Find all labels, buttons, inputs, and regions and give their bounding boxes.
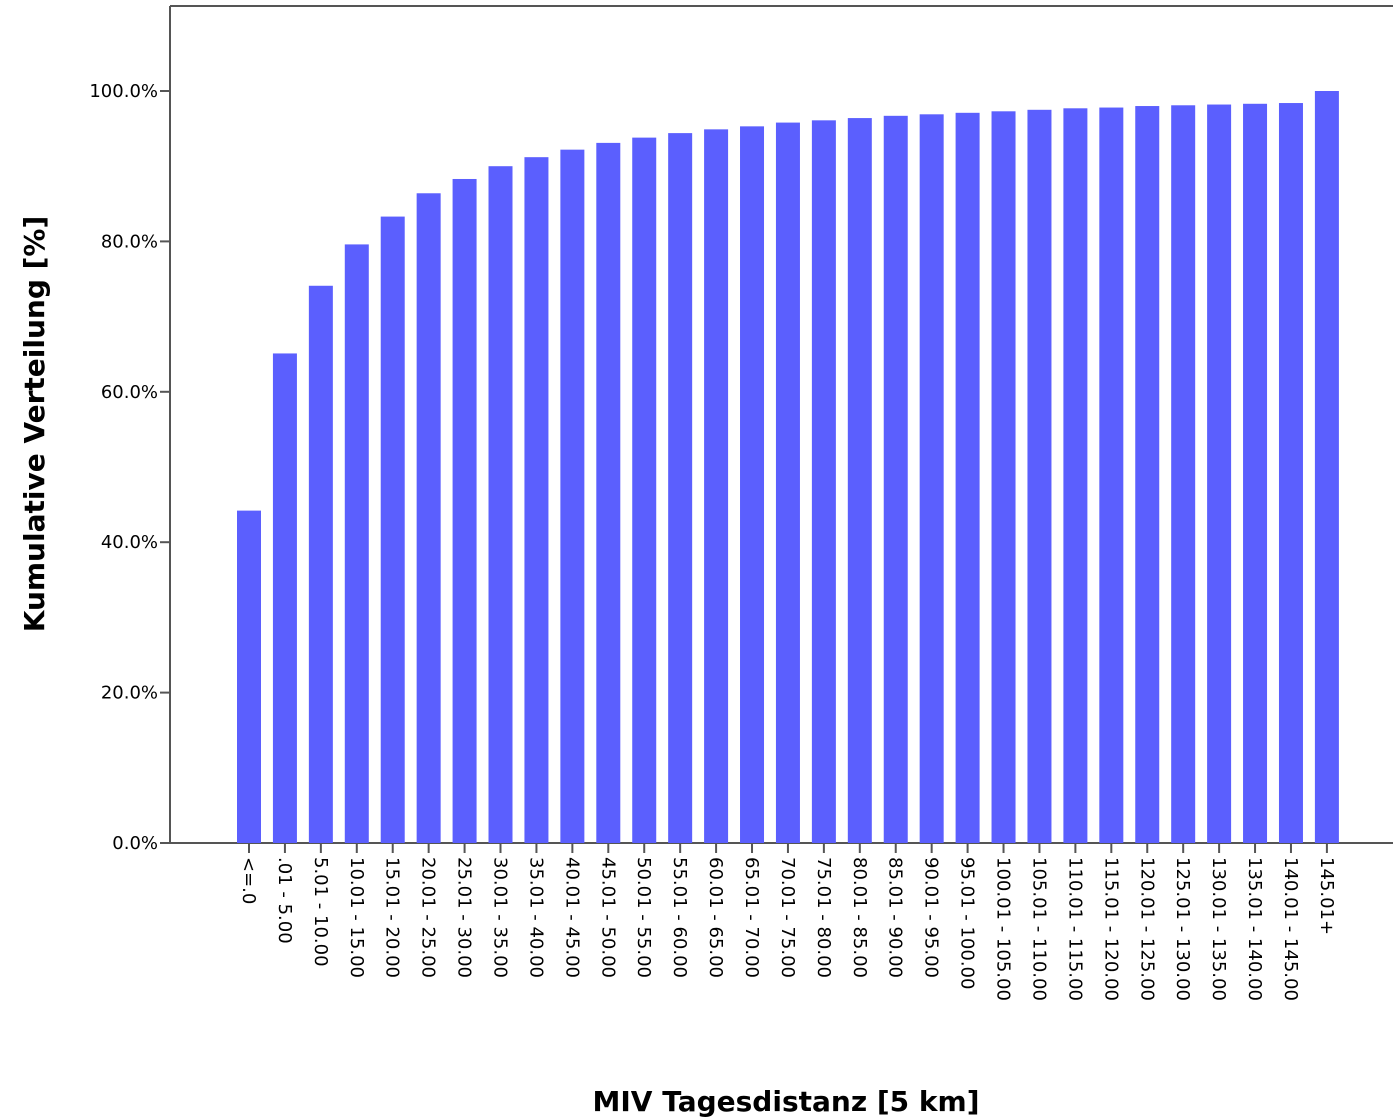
x-tick-label: 45.01 - 50.00 (597, 857, 618, 978)
bar (740, 126, 765, 844)
y-tick-label: 100.0% (89, 81, 158, 102)
x-tick-label: 115.01 - 120.00 (1100, 857, 1121, 1001)
bar (524, 157, 549, 843)
bar (919, 114, 944, 843)
x-tick-label: 55.01 - 60.00 (669, 857, 690, 978)
bar (452, 178, 477, 843)
x-tick-label: 35.01 - 40.00 (525, 857, 546, 978)
x-tick-label: 5.01 - 10.00 (310, 857, 331, 967)
bar (272, 353, 297, 843)
x-tick-label: 25.01 - 30.00 (454, 857, 475, 978)
x-tick-label: 60.01 - 65.00 (705, 857, 726, 978)
bar (632, 137, 657, 843)
bar (991, 111, 1016, 843)
bar (308, 285, 333, 843)
x-tick-label: 145.01+ (1316, 857, 1337, 935)
x-tick-label: <=.0 (238, 857, 259, 904)
x-tick-label: 15.01 - 20.00 (382, 857, 403, 978)
y-tick-label: 0.0% (112, 833, 158, 854)
x-tick-label: 120.01 - 125.00 (1136, 857, 1157, 1001)
y-tick-label: 40.0% (101, 532, 158, 553)
y-axis: 0.0% 20.0% 40.0% 60.0% 80.0% 100.0% (89, 81, 170, 854)
bar (1171, 105, 1196, 843)
bar (1135, 106, 1160, 844)
bar (1099, 107, 1124, 843)
x-tick-label: 105.01 - 110.00 (1028, 857, 1049, 1001)
bar (1207, 104, 1232, 843)
bar (380, 216, 405, 844)
x-tick-label: 135.01 - 140.00 (1244, 857, 1265, 1001)
bars-group (237, 91, 1339, 844)
x-tick-label: 75.01 - 80.00 (813, 857, 834, 978)
bar (883, 115, 908, 844)
bar (811, 120, 836, 843)
x-tick-label: 40.01 - 45.00 (561, 857, 582, 978)
x-tick-label: .01 - 5.00 (274, 857, 295, 944)
bar (488, 166, 513, 843)
x-tick-label: 95.01 - 100.00 (957, 857, 978, 989)
bar (668, 133, 693, 843)
bar (1314, 91, 1339, 843)
bar (560, 149, 585, 843)
bar (1063, 108, 1088, 843)
x-tick-label: 30.01 - 35.00 (490, 857, 511, 978)
x-tick-label: 70.01 - 75.00 (777, 857, 798, 978)
x-tick-label: 125.01 - 130.00 (1172, 857, 1193, 1001)
bar (596, 142, 621, 843)
bar (704, 129, 729, 844)
x-tick-label: 100.01 - 105.00 (993, 857, 1014, 1001)
y-tick-label: 60.0% (101, 382, 158, 403)
x-tick-label: 80.01 - 85.00 (849, 857, 870, 978)
bar (416, 193, 441, 844)
bar (775, 122, 800, 844)
bar (1027, 109, 1052, 844)
x-tick-label: 85.01 - 90.00 (885, 857, 906, 978)
x-tick-label: 140.01 - 145.00 (1280, 857, 1301, 1001)
x-tick-label: 20.01 - 25.00 (418, 857, 439, 978)
y-axis-title: Kumulative Verteilung [%] (18, 216, 51, 633)
x-axis: <=.0 .01 - 5.00 5.01 - 10.00 10.01 - 15.00 1… (238, 843, 1337, 1001)
bar (955, 112, 980, 844)
x-tick-label: 110.01 - 115.00 (1064, 857, 1085, 1001)
x-tick-label: 90.01 - 95.00 (921, 857, 942, 978)
x-tick-label: 50.01 - 55.00 (633, 857, 654, 978)
bar (237, 510, 261, 843)
bar (344, 244, 369, 843)
x-tick-label: 10.01 - 15.00 (346, 857, 367, 978)
y-tick-label: 80.0% (101, 231, 158, 252)
x-tick-label: 65.01 - 70.00 (741, 857, 762, 978)
bar (847, 118, 872, 843)
bar (1278, 103, 1303, 844)
x-axis-title: MIV Tagesdistanz [5 km] (593, 1085, 980, 1118)
y-tick-label: 20.0% (101, 683, 158, 704)
x-tick-label: 130.01 - 135.00 (1208, 857, 1229, 1001)
bar (1243, 103, 1268, 843)
